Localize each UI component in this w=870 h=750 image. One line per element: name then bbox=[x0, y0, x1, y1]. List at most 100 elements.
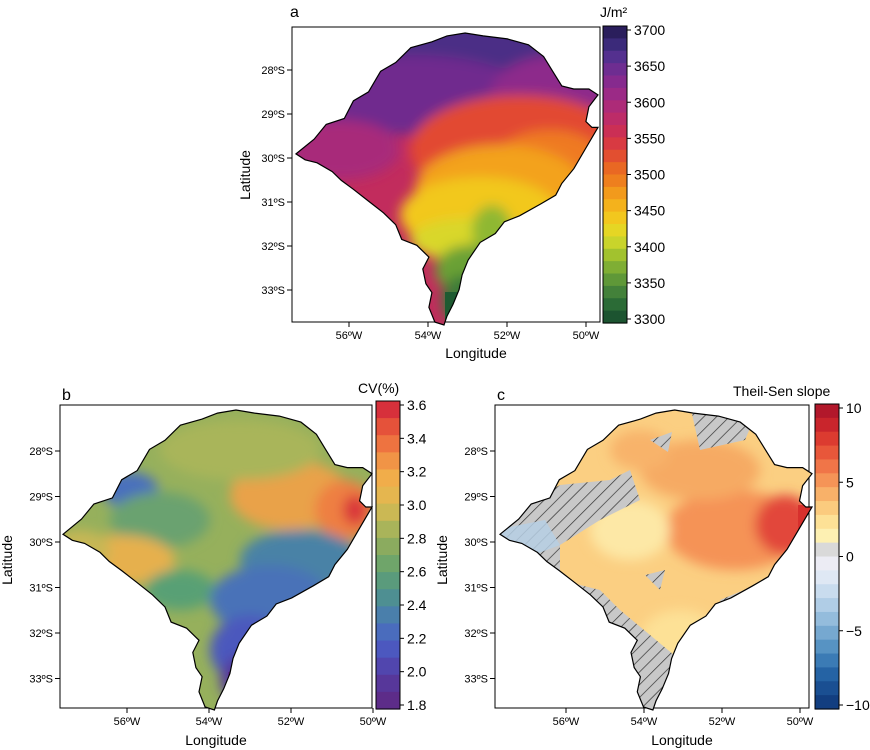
colorbar-title: Theil-Sen slope bbox=[733, 383, 830, 399]
colorbar-swatch bbox=[603, 125, 627, 138]
colorbar-swatch bbox=[376, 691, 400, 710]
colorbar-swatch bbox=[603, 273, 627, 287]
colorbar-swatch bbox=[815, 598, 839, 613]
y-tick-label: 29ºS bbox=[261, 109, 285, 121]
colorbar-swatch bbox=[376, 452, 400, 471]
colorbar-swatch bbox=[815, 695, 839, 710]
colorbar-tick-label: 3300 bbox=[634, 311, 665, 327]
colorbar-swatch bbox=[815, 556, 839, 571]
x-axis-title: Longitude bbox=[445, 345, 507, 361]
x-axis-title: Longitude bbox=[185, 732, 247, 748]
x-tick-label: 56ºW bbox=[553, 716, 580, 728]
colorbar-swatch bbox=[603, 174, 627, 188]
colorbar-swatch bbox=[376, 418, 400, 436]
map-frame bbox=[59, 404, 373, 709]
colorbar-swatch bbox=[376, 537, 400, 556]
colorbar-swatch bbox=[603, 186, 627, 200]
colorbar-swatch bbox=[376, 520, 400, 539]
colorbar: 10 5 0 −5 −10 bbox=[814, 400, 870, 713]
colorbar-swatch bbox=[815, 584, 839, 599]
panel-c: c 56ºW 54ºW 52ºW 50ºW 28ºS 29ºS 30ºS 31ºS 32ºS 3… bbox=[434, 383, 870, 748]
colorbar-swatch bbox=[603, 63, 627, 77]
y-axis-ticks: 28ºS 29ºS 30ºS 31ºS 32ºS 33ºS bbox=[261, 65, 292, 297]
colorbar-swatch bbox=[603, 199, 627, 213]
y-axis-title: Latitude bbox=[237, 150, 253, 200]
radiation-field-a bbox=[296, 33, 598, 325]
y-axis-ticks: 28ºS 29ºS 30ºS 31ºS 32ºS 33ºS bbox=[29, 446, 60, 686]
x-tick-label: 52ºW bbox=[278, 716, 305, 728]
colorbar-swatch bbox=[815, 528, 839, 544]
colorbar-swatch bbox=[815, 570, 839, 585]
colorbar-swatch bbox=[376, 606, 400, 625]
colorbar-swatch bbox=[376, 657, 400, 676]
colorbar-tick-label: 3.2 bbox=[407, 464, 427, 480]
y-axis-ticks: 28ºS 29ºS 30ºS 31ºS 32ºS 33ºS bbox=[464, 446, 495, 686]
colorbar-title: J/m² bbox=[600, 4, 628, 20]
x-axis-ticks: 56ºW 54ºW 52ºW 50ºW bbox=[553, 708, 814, 728]
colorbar: 3.6 3.4 3.2 3.0 2.8 2.6 2.4 2.2 2.0 1.8 bbox=[375, 397, 427, 713]
y-tick-label: 31ºS bbox=[464, 583, 488, 595]
x-tick-label: 52ºW bbox=[494, 330, 521, 342]
colorbar-tick-label: 2.0 bbox=[407, 664, 427, 680]
colorbar-swatch bbox=[603, 224, 627, 237]
colorbar-swatch bbox=[376, 469, 400, 488]
colorbar-swatch bbox=[815, 417, 839, 433]
colorbar-tick-label: 2.6 bbox=[407, 564, 427, 580]
x-tick-label: 50ºW bbox=[573, 330, 600, 342]
colorbar-swatch bbox=[603, 50, 627, 64]
colorbar-tick-label: 3550 bbox=[634, 130, 665, 146]
map-frame bbox=[291, 26, 601, 323]
x-axis-ticks: 56ºW 54ºW 52ºW 50ºW bbox=[336, 322, 600, 342]
colorbar-swatch bbox=[815, 653, 839, 669]
colorbar-swatch bbox=[376, 589, 400, 607]
colorbar-swatch bbox=[815, 487, 839, 502]
colorbar-swatch bbox=[603, 261, 627, 275]
colorbar-swatch bbox=[815, 404, 839, 419]
y-tick-label: 32ºS bbox=[261, 241, 285, 253]
y-tick-label: 28ºS bbox=[261, 65, 285, 77]
colorbar-swatch bbox=[815, 514, 839, 530]
colorbar-tick-label: 3650 bbox=[634, 58, 665, 74]
x-tick-label: 54ºW bbox=[631, 716, 658, 728]
y-tick-label: 28ºS bbox=[29, 446, 53, 458]
colorbar-swatch bbox=[376, 486, 400, 505]
x-axis-title: Longitude bbox=[651, 732, 713, 748]
y-tick-label: 29ºS bbox=[29, 492, 53, 504]
colorbar-tick-label: 3.0 bbox=[407, 497, 427, 513]
x-tick-label: 54ºW bbox=[196, 716, 223, 728]
colorbar-swatch bbox=[815, 542, 839, 558]
y-tick-label: 28ºS bbox=[464, 446, 488, 458]
cv-field-b bbox=[63, 410, 372, 710]
colorbar-swatch bbox=[603, 149, 627, 163]
colorbar-swatch bbox=[603, 310, 627, 324]
colorbar-swatch bbox=[376, 572, 400, 590]
y-tick-label: 30ºS bbox=[464, 537, 488, 549]
colorbar-tick-label: 3500 bbox=[634, 167, 665, 183]
colorbar-tick-label: 0 bbox=[846, 549, 854, 565]
colorbar-tick-label: 5 bbox=[846, 474, 854, 490]
colorbar-swatch bbox=[815, 625, 839, 641]
colorbar-tick-label: −5 bbox=[846, 623, 862, 639]
colorbar-tick-label: 2.8 bbox=[407, 530, 427, 546]
y-tick-label: 33ºS bbox=[464, 674, 488, 686]
y-tick-label: 32ºS bbox=[29, 628, 53, 640]
colorbar-swatch bbox=[376, 435, 400, 453]
colorbar-swatch bbox=[603, 248, 627, 262]
panel-letter: a bbox=[290, 4, 299, 21]
colorbar-swatch bbox=[815, 431, 839, 447]
colorbar-swatch bbox=[815, 667, 839, 682]
colorbar-swatch bbox=[815, 639, 839, 655]
colorbar-swatch bbox=[815, 611, 839, 627]
colorbar-swatch bbox=[376, 640, 400, 659]
colorbar-tick-label: −10 bbox=[846, 697, 870, 713]
colorbar-swatch bbox=[603, 112, 627, 126]
colorbar-swatch bbox=[376, 503, 400, 522]
y-axis-title: Latitude bbox=[434, 535, 450, 585]
colorbar-swatch bbox=[815, 459, 839, 474]
colorbar-swatch bbox=[603, 298, 627, 312]
colorbar: 3700 3650 3600 3550 3500 3450 3400 3350 3300 bbox=[602, 22, 665, 327]
colorbar-swatch bbox=[603, 75, 627, 89]
x-tick-label: 56ºW bbox=[336, 330, 363, 342]
colorbar-swatch bbox=[815, 473, 839, 488]
